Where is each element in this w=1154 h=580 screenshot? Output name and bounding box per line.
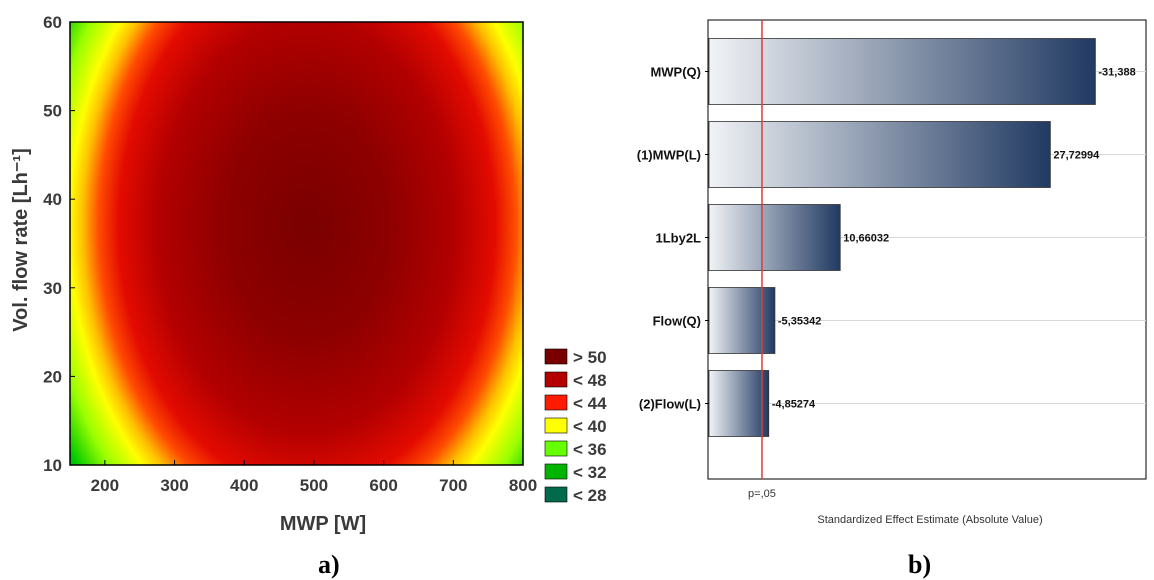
- y-tick-label: 30: [43, 279, 62, 298]
- x-tick-label: 800: [509, 476, 537, 495]
- y-tick-label: 10: [43, 456, 62, 475]
- legend-label: < 32: [573, 463, 607, 482]
- legend-swatch: [544, 371, 568, 388]
- category-label: (2)Flow(L): [639, 397, 701, 412]
- x-tick-label: 600: [369, 476, 397, 495]
- bar-value-label: 27,72994: [1053, 150, 1100, 162]
- contour-panel: 200 300 400 500 600 700 800 10 20 30 40 50 60 MWP […: [10, 13, 607, 535]
- legend-swatch: [544, 463, 568, 480]
- contour-y-axis: 10 20 30 40 50 60: [43, 13, 75, 475]
- x-tick-label: 500: [300, 476, 328, 495]
- bar-value-label: 10,66032: [843, 233, 889, 245]
- category-label: MWP(Q): [650, 65, 701, 80]
- contour-x-axis: 200 300 400 500 600 700 800: [91, 460, 537, 495]
- x-tick-label: 400: [230, 476, 258, 495]
- x-tick-label: 300: [160, 476, 188, 495]
- bar: [708, 121, 1051, 188]
- x-tick-label: 700: [439, 476, 467, 495]
- caption-a: a): [318, 550, 340, 579]
- category-label: 1Lby2L: [655, 231, 701, 246]
- y-tick-label: 50: [43, 102, 62, 121]
- pareto-x-label: Standardized Effect Estimate (Absolute V…: [817, 514, 1042, 526]
- bar: [708, 38, 1096, 105]
- contour-frame: [69, 21, 524, 466]
- legend-swatch: [544, 486, 568, 503]
- bar-value-label: -4,85274: [772, 399, 816, 411]
- y-tick-label: 40: [43, 190, 62, 209]
- pareto-bars: -31,388 MWP(Q) 27,72994 (1)MWP(L) 10,66032 1L…: [637, 38, 1136, 437]
- contour-x-label: MWP [W]: [280, 513, 366, 535]
- legend-label: > 50: [573, 348, 607, 367]
- x-tick-label: 200: [91, 476, 119, 495]
- legend-label: < 44: [573, 394, 607, 413]
- bar: [708, 204, 841, 271]
- legend-swatch: [544, 394, 568, 411]
- bar: [708, 370, 770, 437]
- bar-value-label: -31,388: [1098, 67, 1135, 79]
- legend-swatch: [544, 440, 568, 457]
- y-tick-label: 60: [43, 13, 62, 32]
- contour-y-label: Vol. flow rate [Lh⁻¹]: [10, 148, 32, 332]
- legend-swatch: [544, 417, 568, 434]
- caption-b: b): [908, 550, 932, 579]
- contour-plot-area: [70, 22, 523, 465]
- legend-label: < 28: [573, 486, 607, 505]
- bar: [708, 287, 776, 354]
- legend-label: < 40: [573, 417, 607, 436]
- legend-label: < 36: [573, 440, 607, 459]
- category-label: Flow(Q): [653, 314, 701, 329]
- bar-value-label: -5,35342: [778, 316, 821, 328]
- y-tick-label: 20: [43, 367, 62, 386]
- legend-label: < 48: [573, 371, 607, 390]
- significance-label: p=,05: [748, 488, 776, 500]
- legend-swatch: [544, 348, 568, 365]
- pareto-panel: -31,388 MWP(Q) 27,72994 (1)MWP(L) 10,66032 1L…: [637, 19, 1147, 526]
- category-label: (1)MWP(L): [637, 148, 701, 163]
- contour-legend: > 50 < 48 < 44 < 40 < 36 < 32 < 28: [544, 348, 607, 505]
